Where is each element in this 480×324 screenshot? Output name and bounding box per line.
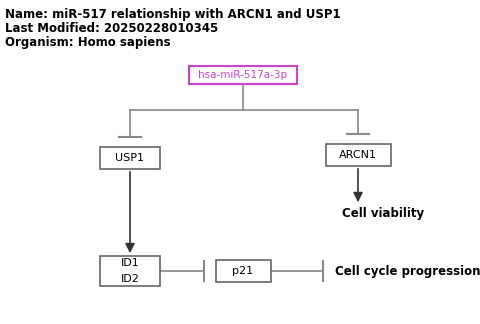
Bar [100, 256, 160, 286]
Text: ARCN1: ARCN1 [339, 150, 377, 160]
Text: Last Modified: 20250228010345: Last Modified: 20250228010345 [5, 22, 218, 35]
Text: ID1: ID1 [120, 259, 139, 269]
Text: USP1: USP1 [116, 153, 144, 163]
Text: Organism: Homo sapiens: Organism: Homo sapiens [5, 36, 170, 49]
Text: Cell viability: Cell viability [342, 206, 424, 219]
Bar [189, 66, 297, 84]
Text: Cell cycle progression: Cell cycle progression [335, 264, 480, 277]
Text: hsa-miR-517a-3p: hsa-miR-517a-3p [198, 70, 288, 80]
Bar [325, 144, 391, 166]
Text: Name: miR-517 relationship with ARCN1 and USP1: Name: miR-517 relationship with ARCN1 an… [5, 8, 341, 21]
Text: p21: p21 [232, 266, 253, 276]
Bar [216, 260, 271, 282]
Text: ID2: ID2 [120, 273, 139, 284]
Bar [100, 147, 160, 169]
